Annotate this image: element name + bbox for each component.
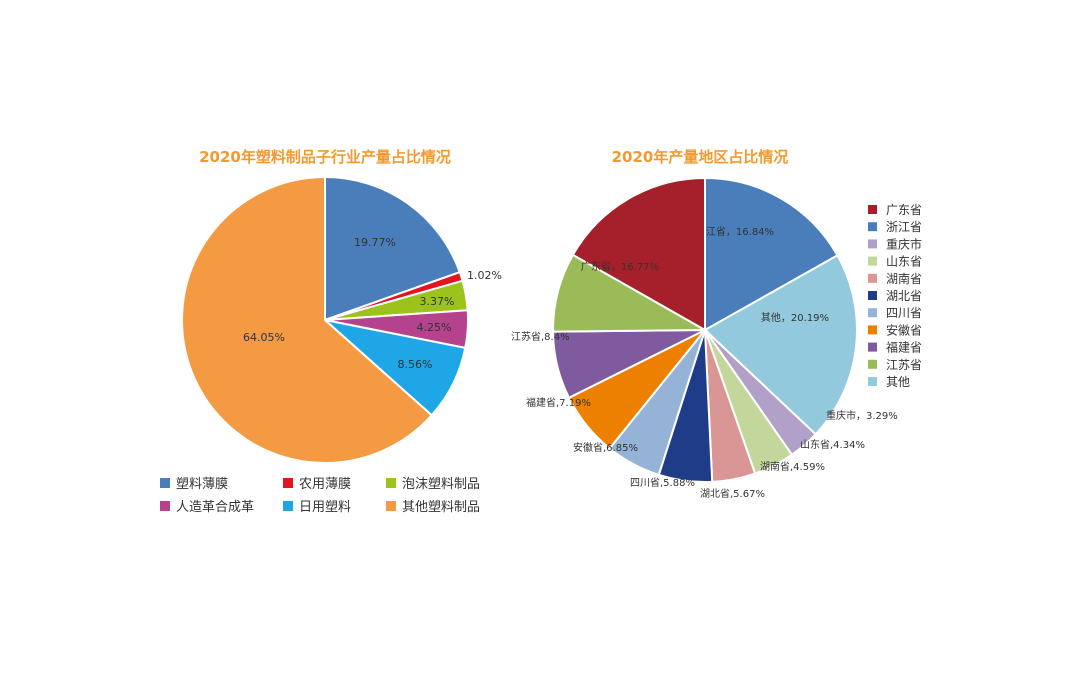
chart1-data-label-0: 19.77% bbox=[354, 236, 396, 249]
chart2-legend-swatch-0 bbox=[868, 205, 877, 214]
chart2-data-label-9: 江苏省,8.4% bbox=[511, 330, 570, 343]
chart2-legend-label-3: 山东省 bbox=[886, 255, 922, 269]
chart2-data-label-3: 山东省,4.34% bbox=[800, 438, 865, 451]
chart1-legend-swatch-3 bbox=[160, 501, 170, 511]
chart2-legend-swatch-2 bbox=[868, 239, 877, 249]
chart1-legend-swatch-5 bbox=[386, 501, 396, 511]
chart2-legend-swatch-6 bbox=[868, 308, 877, 318]
chart2-legend-swatch-8 bbox=[868, 342, 877, 352]
chart2-legend-swatch-3 bbox=[868, 256, 877, 266]
chart2-legend-label-1: 浙江省 bbox=[886, 220, 922, 234]
chart2-legend-label-0: 广东省 bbox=[886, 203, 922, 217]
chart2-slice-1 bbox=[703, 254, 858, 436]
chart1-legend-swatch-4 bbox=[283, 501, 293, 511]
chart2-data-label-5: 湖北省,5.67% bbox=[700, 487, 765, 500]
chart1-legend-swatch-0 bbox=[160, 478, 170, 488]
chart2-data-label-1: 其他，20.19% bbox=[761, 311, 829, 324]
chart2-legend-label-10: 其他 bbox=[886, 375, 910, 389]
chart1-legend-swatch-2 bbox=[386, 478, 396, 488]
chart1-data-label-4: 8.56% bbox=[398, 358, 433, 371]
chart2-data-label-10: 广东省，16.77% bbox=[581, 260, 659, 273]
chart1-slice-0 bbox=[324, 175, 462, 322]
chart2-legend-label-9: 江苏省 bbox=[886, 358, 922, 372]
chart2-data-label-2: 重庆市，3.29% bbox=[826, 409, 898, 422]
chart2-slice-0 bbox=[704, 176, 839, 332]
chart2-legend-swatch-5 bbox=[868, 291, 877, 300]
chart1-data-label-3: 4.25% bbox=[417, 321, 452, 334]
chart2-legend-label-7: 安徽省 bbox=[886, 322, 922, 337]
chart2-title: 2020年产量地区占比情况 bbox=[612, 148, 789, 166]
chart2-legend-label-5: 湖北省 bbox=[886, 288, 922, 303]
chart1-title: 2020年塑料制品子行业产量占比情况 bbox=[199, 148, 451, 166]
chart2-data-label-7: 安徽省,6.85% bbox=[573, 441, 638, 454]
chart2-legend-label-4: 湖南省 bbox=[886, 271, 922, 286]
chart2-data-label-0: 浙江省，16.84% bbox=[696, 225, 774, 238]
chart2-legend-label-2: 重庆市 bbox=[886, 236, 922, 251]
chart1-data-label-5: 64.05% bbox=[243, 331, 285, 344]
chart2-data-label-6: 四川省,5.88% bbox=[630, 476, 695, 489]
chart1-legend-label-4: 日用塑料 bbox=[299, 500, 351, 515]
chart2-slice-10 bbox=[571, 176, 706, 332]
chart1-legend-label-2: 泡沫塑料制品 bbox=[402, 477, 480, 492]
chart2-legend-label-8: 福建省 bbox=[886, 340, 922, 355]
chart1-slice-5 bbox=[181, 175, 434, 464]
chart1-data-label-2: 3.37% bbox=[420, 295, 455, 308]
chart1-legend-swatch-1 bbox=[283, 478, 293, 488]
chart2-legend-swatch-10 bbox=[868, 377, 877, 386]
chart2-legend-swatch-7 bbox=[868, 325, 877, 335]
chart2-data-label-8: 福建省,7.19% bbox=[526, 396, 591, 409]
chart2-legend-swatch-1 bbox=[868, 222, 877, 232]
chart1-legend-label-3: 人造革合成革 bbox=[176, 500, 254, 515]
chart1-data-label-1: 1.02% bbox=[467, 269, 502, 282]
chart2-legend-label-6: 四川省 bbox=[886, 306, 922, 320]
chart2-legend-swatch-4 bbox=[868, 273, 877, 283]
chart1-legend-label-0: 塑料薄膜 bbox=[176, 477, 228, 492]
chart1-legend-label-1: 农用薄膜 bbox=[299, 477, 351, 492]
chart1-legend-label-5: 其他塑料制品 bbox=[402, 500, 480, 515]
chart2-data-label-4: 湖南省,4.59% bbox=[760, 460, 825, 473]
chart2-legend-swatch-9 bbox=[868, 359, 877, 369]
